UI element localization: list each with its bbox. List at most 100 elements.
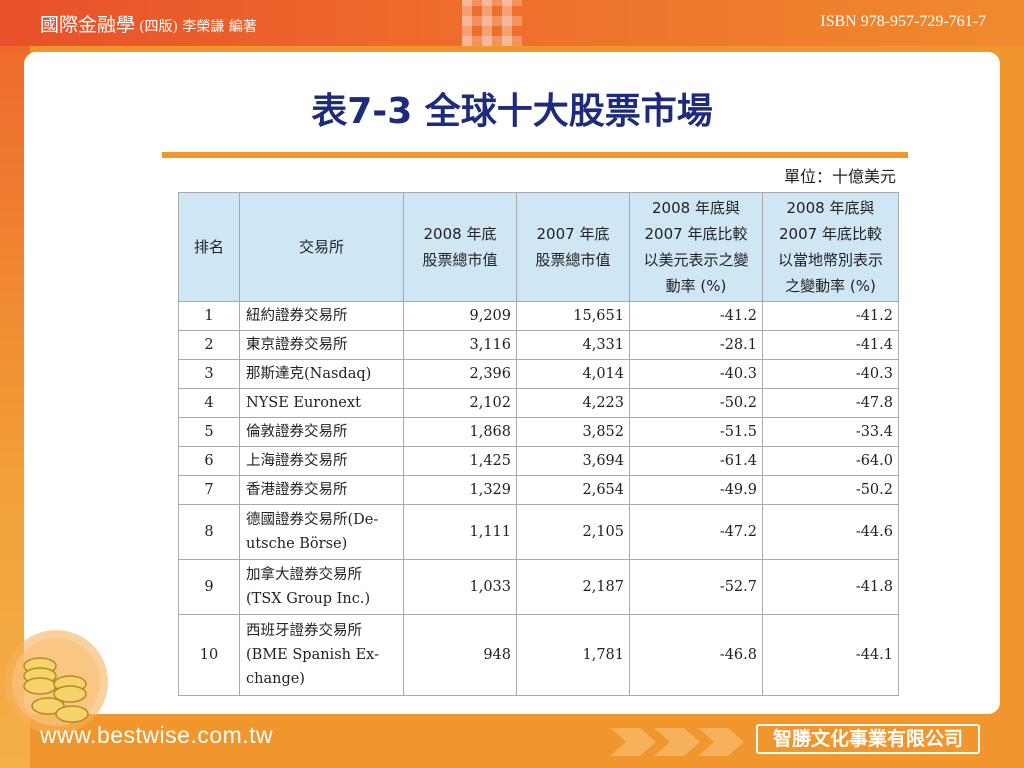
table-row: 3 那斯達克(Nasdaq) 2,396 4,014 -40.3 -40.3	[178, 359, 899, 389]
header-line: 以當地幣別表示	[777, 251, 883, 269]
cell-cap2007: 1,781	[516, 614, 630, 696]
website-link[interactable]: www.bestwise.com.tw	[40, 722, 274, 748]
cell-cap2007: 4,331	[516, 330, 630, 360]
cell-local-change: -41.2	[762, 301, 899, 331]
header-line: 2008 年底與	[652, 199, 740, 217]
cell-usd-change: -52.7	[629, 559, 763, 615]
isbn: ISBN 978-957-729-761-7	[820, 13, 986, 30]
cell-exchange: 上海證券交易所	[239, 446, 404, 476]
cell-cap2008: 2,396	[403, 359, 517, 389]
cell-exchange: 紐約證券交易所	[239, 301, 404, 331]
header-line: 2008 年底	[423, 225, 497, 243]
cell-local-change: -33.4	[762, 417, 899, 447]
header-line: 2007 年底比較	[644, 225, 748, 243]
cell-local-change: -41.4	[762, 330, 899, 360]
cell-cap2007: 2,187	[516, 559, 630, 615]
table-row: 7 香港證券交易所 1,329 2,654 -49.9 -50.2	[178, 475, 899, 505]
table-row: 9 加拿大證券交易所 (TSX Group Inc.) 1,033 2,187 -…	[178, 559, 899, 615]
cell-cap2008: 1,868	[403, 417, 517, 447]
cell-local-change: -41.8	[762, 559, 899, 615]
stock-market-table: 排名 交易所 2008 年底 股票總市值 2007 年底 股票總市值 2008 年底…	[178, 192, 899, 696]
header-line: 2007 年底	[536, 225, 610, 243]
cell-cap2008: 1,329	[403, 475, 517, 505]
cell-exchange: 加拿大證券交易所 (TSX Group Inc.)	[239, 559, 404, 615]
publisher-logo: 智勝文化事業有限公司	[756, 724, 980, 754]
exchange-line: (BME Spanish Ex-	[246, 647, 379, 663]
cell-exchange: 倫敦證券交易所	[239, 417, 404, 447]
col-header-cap2008: 2008 年底 股票總市值	[403, 192, 517, 302]
cell-rank: 4	[178, 388, 240, 418]
cell-local-change: -64.0	[762, 446, 899, 476]
header-line: 以美元表示之變	[643, 251, 749, 269]
header-line: 之變動率 (%)	[785, 277, 876, 295]
title-divider	[162, 152, 908, 158]
exchange-line: utsche Börse)	[246, 536, 348, 552]
arrow-decoration-icon	[610, 728, 744, 756]
cell-rank: 10	[178, 614, 240, 696]
cell-cap2007: 4,014	[516, 359, 630, 389]
exchange-line: 加拿大證券交易所	[246, 567, 362, 583]
cell-rank: 3	[178, 359, 240, 389]
slide-title: 表7-3 全球十大股票市場	[311, 91, 713, 132]
cell-cap2008: 9,209	[403, 301, 517, 331]
cell-exchange: 德國證券交易所(De-utsche Börse)	[239, 504, 404, 560]
cell-cap2007: 3,694	[516, 446, 630, 476]
header-band	[0, 0, 1024, 46]
cell-cap2008: 1,033	[403, 559, 517, 615]
cell-exchange: 那斯達克(Nasdaq)	[239, 359, 404, 389]
cell-cap2008: 2,102	[403, 388, 517, 418]
cell-usd-change: -28.1	[629, 330, 763, 360]
cell-exchange: 西班牙證券交易所 (BME Spanish Ex-change)	[239, 614, 404, 696]
cell-local-change: -47.8	[762, 388, 899, 418]
col-header-rank: 排名	[178, 192, 240, 302]
cell-cap2008: 1,111	[403, 504, 517, 560]
cell-cap2008: 3,116	[403, 330, 517, 360]
cell-cap2007: 2,105	[516, 504, 630, 560]
cell-rank: 5	[178, 417, 240, 447]
table-row: 5 倫敦證券交易所 1,868 3,852 -51.5 -33.4	[178, 417, 899, 447]
table-row: 1 紐約證券交易所 9,209 15,651 -41.2 -41.2	[178, 301, 899, 331]
cell-cap2008: 948	[403, 614, 517, 696]
cell-rank: 1	[178, 301, 240, 331]
header-line: 2008 年底與	[786, 199, 875, 217]
header-pattern	[462, 0, 522, 46]
cell-exchange: 香港證券交易所	[239, 475, 404, 505]
cell-usd-change: -49.9	[629, 475, 763, 505]
book-info: 國際金融學 (四版) 李榮謙 編著	[40, 10, 257, 37]
cell-rank: 2	[178, 330, 240, 360]
cell-cap2007: 2,654	[516, 475, 630, 505]
table-row: 6 上海證券交易所 1,425 3,694 -61.4 -64.0	[178, 446, 899, 476]
table-row: 8 德國證券交易所(De-utsche Börse) 1,111 2,105 -…	[178, 504, 899, 560]
cell-usd-change: -46.8	[629, 614, 763, 696]
cell-rank: 9	[178, 559, 240, 615]
cell-cap2007: 3,852	[516, 417, 630, 447]
cell-usd-change: -47.2	[629, 504, 763, 560]
header-line: 股票總市值	[422, 251, 498, 269]
cell-cap2008: 1,425	[403, 446, 517, 476]
table-row: 4 NYSE Euronext 2,102 4,223 -50.2 -47.8	[178, 388, 899, 418]
exchange-line: 西班牙證券交易所	[246, 623, 362, 639]
coin-stack-icon	[4, 630, 108, 734]
cell-local-change: -44.6	[762, 504, 899, 560]
cell-usd-change: -51.5	[629, 417, 763, 447]
cell-local-change: -44.1	[762, 614, 899, 696]
cell-exchange: 東京證券交易所	[239, 330, 404, 360]
cell-rank: 8	[178, 504, 240, 560]
col-header-exchange: 交易所	[239, 192, 404, 302]
cell-rank: 7	[178, 475, 240, 505]
book-edition-author: (四版) 李榮謙 編著	[139, 19, 257, 35]
col-header-cap2007: 2007 年底 股票總市值	[516, 192, 630, 302]
header-line: 動率 (%)	[665, 277, 727, 295]
table-header-row: 排名 交易所 2008 年底 股票總市值 2007 年底 股票總市值 2008 年底…	[178, 192, 899, 302]
cell-usd-change: -50.2	[629, 388, 763, 418]
header-line: 2007 年底比較	[779, 225, 882, 243]
cell-rank: 6	[178, 446, 240, 476]
table-row: 2 東京證券交易所 3,116 4,331 -28.1 -41.4	[178, 330, 899, 360]
cell-exchange: NYSE Euronext	[239, 388, 404, 418]
table-row: 10 西班牙證券交易所 (BME Spanish Ex-change) 948 1…	[178, 614, 899, 696]
cell-cap2007: 15,651	[516, 301, 630, 331]
header-line: 股票總市值	[535, 251, 611, 269]
cell-usd-change: -40.3	[629, 359, 763, 389]
cell-local-change: -40.3	[762, 359, 899, 389]
cell-usd-change: -61.4	[629, 446, 763, 476]
